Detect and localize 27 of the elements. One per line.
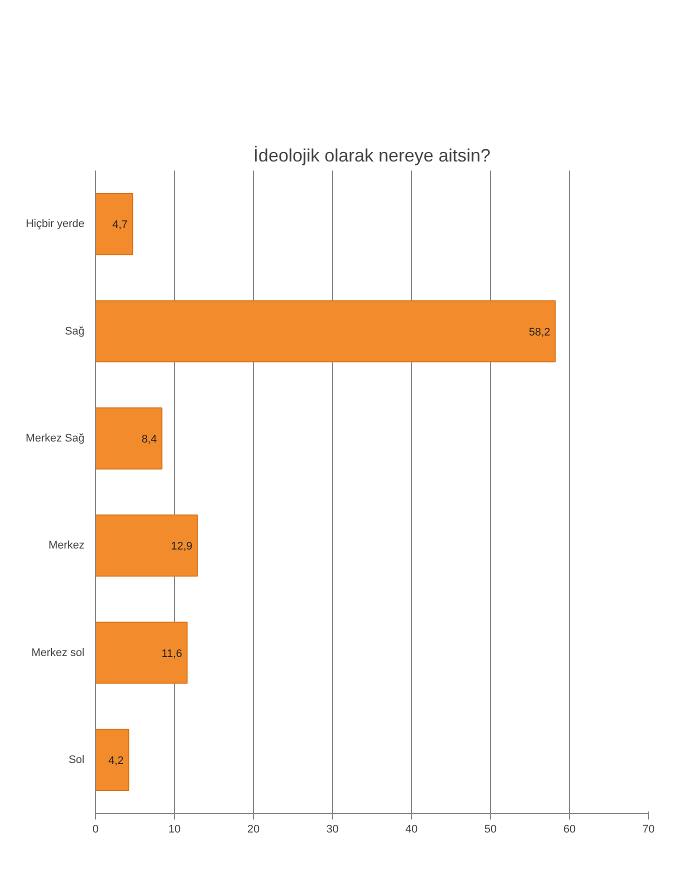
x-tick-label: 40 [405, 824, 418, 836]
x-tick-label: 0 [92, 824, 99, 836]
data-label: 58,2 [528, 326, 550, 338]
data-label: 8,4 [142, 433, 157, 446]
bar [96, 728, 130, 791]
y-tick-label: Sol [68, 754, 85, 766]
bar [96, 407, 162, 470]
chart-title: İdeolojik olarak nereye aitsin? [253, 146, 491, 166]
y-tick-label: Hiçbir yerde [26, 218, 85, 230]
y-tick-label: Merkez sol [31, 646, 85, 659]
x-tick-label: 20 [247, 824, 260, 836]
x-tick-label: 60 [563, 824, 576, 836]
x-tick-label: 30 [326, 824, 339, 836]
y-tick-label: Merkez [48, 540, 84, 552]
bar [96, 300, 556, 362]
data-label: 12,9 [171, 540, 192, 553]
bar [96, 622, 188, 684]
y-tick-label: Merkez Sağ [26, 432, 85, 444]
x-tick-label: 10 [168, 824, 181, 836]
data-label: 4,7 [112, 219, 128, 232]
x-tick-label: 70 [642, 824, 655, 836]
bar [96, 514, 198, 577]
data-label: 11,6 [162, 648, 182, 660]
x-tick-label: 50 [484, 824, 497, 836]
data-label: 4,2 [108, 754, 124, 767]
y-tick-label: Sağ [64, 325, 85, 338]
bar [96, 193, 134, 256]
